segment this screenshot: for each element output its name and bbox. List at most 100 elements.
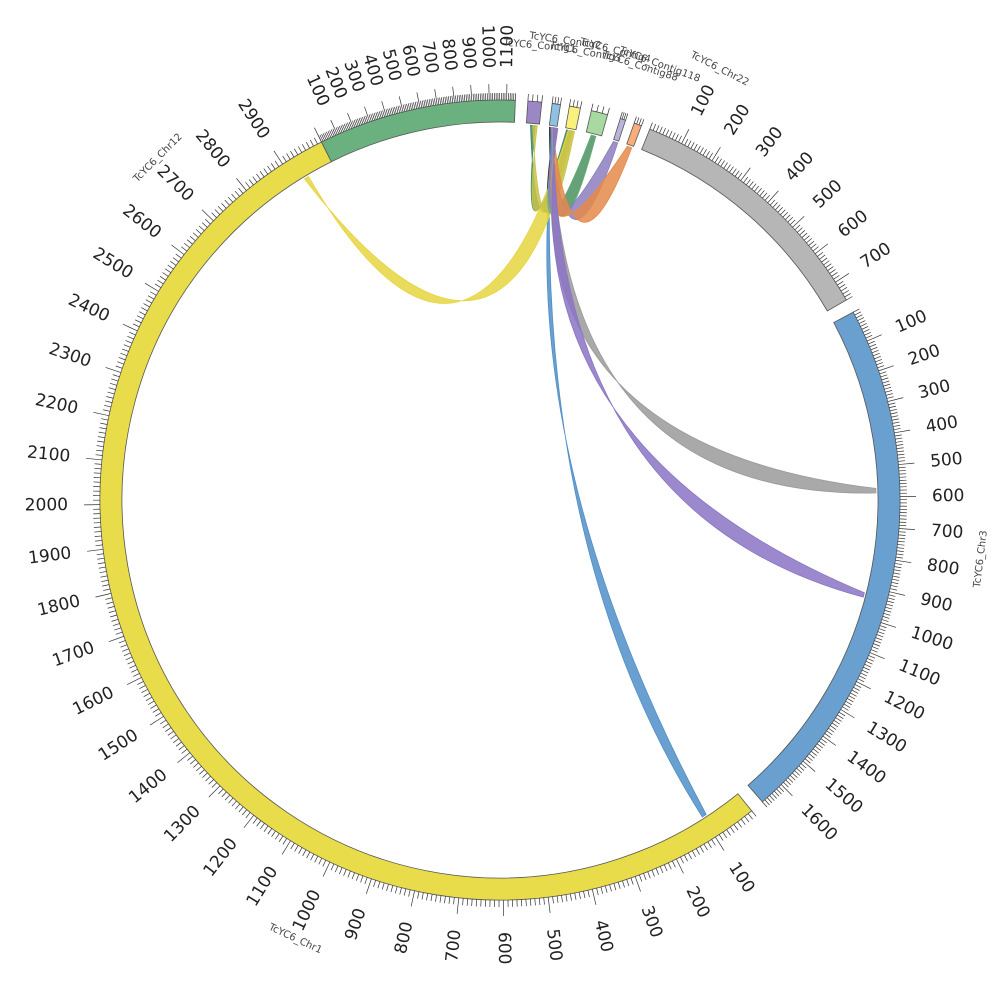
minor-tick-tcyc6-chr12 — [394, 106, 397, 114]
minor-tick-tcyc6-chr3 — [804, 758, 811, 764]
minor-tick-tcyc6-chr1 — [132, 323, 140, 328]
minor-tick-tcyc6-chr1 — [106, 396, 114, 399]
minor-tick-tcyc6-chr1 — [208, 779, 214, 785]
minor-tick-tcyc6-chr1 — [330, 863, 335, 871]
minor-tick-tcyc6-chr22 — [819, 254, 826, 260]
minor-tick-tcyc6-chr1 — [278, 835, 284, 843]
major-tick-tcyc6-chr1 — [87, 548, 104, 552]
minor-tick-tcyc6-chr12 — [423, 100, 426, 108]
minor-tick-tcyc6-chr1 — [110, 614, 117, 618]
minor-tick-tcyc6-chr3 — [796, 768, 803, 774]
minor-tick-tcyc6-chr1 — [96, 449, 104, 452]
minor-tick-tcyc6-chr1 — [102, 584, 110, 587]
minor-tick-tcyc6-chr12 — [329, 130, 333, 137]
minor-tick-tcyc6-chr1 — [198, 225, 205, 231]
minor-tick-tcyc6-chr3 — [830, 725, 837, 730]
minor-tick-tcyc6-chr1 — [104, 404, 112, 408]
minor-tick-tcyc6-chr12 — [427, 99, 429, 107]
minor-tick-tcyc6-chr1 — [120, 352, 128, 357]
minor-tick-tcyc6-chr22 — [665, 129, 670, 137]
minor-tick-tcyc6-chr1 — [193, 762, 199, 768]
major-tick-tcyc6-chr1 — [676, 858, 684, 874]
minor-tick-tcyc6-chr1 — [157, 279, 164, 285]
minor-tick-tcyc6-chr3 — [878, 628, 886, 632]
minor-tick-tcyc6-chr22 — [731, 168, 737, 175]
minor-tick-tcyc6-chr1 — [609, 884, 612, 892]
minor-tick-tcyc6-chr3 — [882, 616, 890, 619]
minor-tick-tcyc6-chr12 — [387, 108, 390, 116]
minor-tick-tcyc6-chr1 — [101, 579, 109, 583]
major-tick-tcyc6-chr1 — [93, 411, 110, 417]
minor-tick-tcyc6-chr22 — [812, 246, 819, 252]
minor-tick-tcyc6-chr22 — [789, 219, 796, 225]
minor-tick-tcyc6-chr1 — [111, 378, 119, 382]
minor-tick-tcyc6-chr3 — [889, 405, 897, 409]
minor-tick-tcyc6-chr3 — [892, 421, 900, 424]
minor-tick-tcyc6-chr3 — [888, 402, 896, 405]
minor-tick-tcyc6-chr1 — [167, 730, 174, 736]
minor-tick-tcyc6-chr12 — [406, 103, 409, 111]
chromosome-arc-tcyc6-contig4 — [585, 110, 609, 137]
minor-tick-tcyc6-chr1 — [120, 644, 128, 648]
minor-tick-tcyc6-chr1 — [747, 813, 753, 820]
minor-tick-tcyc6-contig2 — [551, 96, 554, 104]
minor-tick-tcyc6-chr1 — [189, 235, 196, 242]
minor-tick-tcyc6-chr1 — [175, 741, 182, 747]
minor-tick-tcyc6-chr1 — [96, 553, 104, 556]
minor-tick-tcyc6-chr1 — [114, 627, 122, 631]
minor-tick-tcyc6-chr3 — [789, 775, 796, 781]
minor-tick-tcyc6-chr3 — [893, 424, 901, 427]
minor-tick-tcyc6-chr3 — [787, 777, 794, 783]
minor-tick-tcyc6-chr1 — [172, 257, 179, 263]
minor-tick-tcyc6-chr1 — [377, 881, 381, 889]
minor-tick-tcyc6-chr12 — [399, 105, 402, 113]
minor-tick-tcyc6-chr3 — [828, 727, 835, 733]
minor-tick-tcyc6-chr3 — [888, 594, 896, 597]
minor-tick-tcyc6-chr12 — [428, 99, 431, 107]
minor-tick-tcyc6-chr12 — [465, 94, 467, 102]
minor-tick-tcyc6-chr12 — [462, 94, 464, 102]
chromosome-arc-tcyc6-contig2 — [548, 102, 561, 127]
minor-tick-tcyc6-chr1 — [462, 898, 464, 906]
minor-tick-tcyc6-chr1 — [744, 816, 750, 823]
minor-tick-tcyc6-chr3 — [762, 801, 768, 808]
minor-tick-tcyc6-chr1 — [131, 669, 138, 673]
major-tick-tcyc6-chr12 — [347, 112, 354, 128]
minor-tick-tcyc6-chr3 — [891, 581, 899, 585]
minor-tick-tcyc6-chr12 — [330, 129, 335, 137]
major-tick-tcyc6-chr3 — [780, 784, 793, 797]
minor-tick-tcyc6-chr1 — [466, 898, 469, 906]
minor-tick-tcyc6-chr3 — [798, 765, 805, 771]
minor-tick-tcyc6-chr3 — [884, 609, 892, 613]
minor-tick-tcyc6-chr22 — [831, 272, 838, 277]
major-tick-tcyc6-chr22 — [767, 190, 779, 203]
minor-tick-tcyc6-chr12 — [357, 118, 361, 126]
minor-tick-tcyc6-chr1 — [109, 382, 117, 386]
major-tick-tcyc6-chr1 — [273, 150, 283, 165]
minor-tick-tcyc6-chr1 — [667, 862, 672, 870]
minor-tick-tcyc6-chr3 — [837, 714, 844, 719]
tick-label-tcyc6-chr1: 2200 — [33, 390, 80, 419]
minor-tick-tcyc6-chr22 — [649, 122, 653, 130]
minor-tick-tcyc6-chr12 — [430, 98, 433, 106]
minor-tick-tcyc6-chr1 — [617, 882, 621, 889]
minor-tick-tcyc6-chr3 — [774, 790, 780, 797]
major-tick-tcyc6-chr12 — [452, 86, 455, 103]
minor-tick-tcyc6-chr1 — [221, 202, 227, 209]
minor-tick-tcyc6-chr1 — [190, 759, 196, 765]
minor-tick-tcyc6-chr1 — [574, 892, 577, 900]
tick-label-tcyc6-chr1: 500 — [542, 928, 566, 963]
minor-tick-tcyc6-chr1 — [199, 769, 205, 775]
minor-tick-tcyc6-chr1 — [294, 148, 299, 155]
minor-tick-tcyc6-chr3 — [885, 606, 893, 610]
minor-tick-tcyc6-chr1 — [112, 374, 120, 378]
minor-tick-tcyc6-chr1 — [150, 704, 157, 709]
tick-label-tcyc6-chr3: 700 — [930, 521, 964, 543]
minor-tick-tcyc6-chr1 — [127, 660, 135, 665]
minor-tick-tcyc6-chr1 — [129, 664, 136, 669]
minor-tick-tcyc6-chr1 — [655, 868, 660, 875]
minor-tick-tcyc6-chr12 — [327, 130, 332, 138]
tick-label-tcyc6-chr1: 2400 — [65, 290, 113, 326]
minor-tick-tcyc6-chr3 — [855, 314, 863, 319]
minor-tick-tcyc6-chr22 — [687, 140, 692, 147]
